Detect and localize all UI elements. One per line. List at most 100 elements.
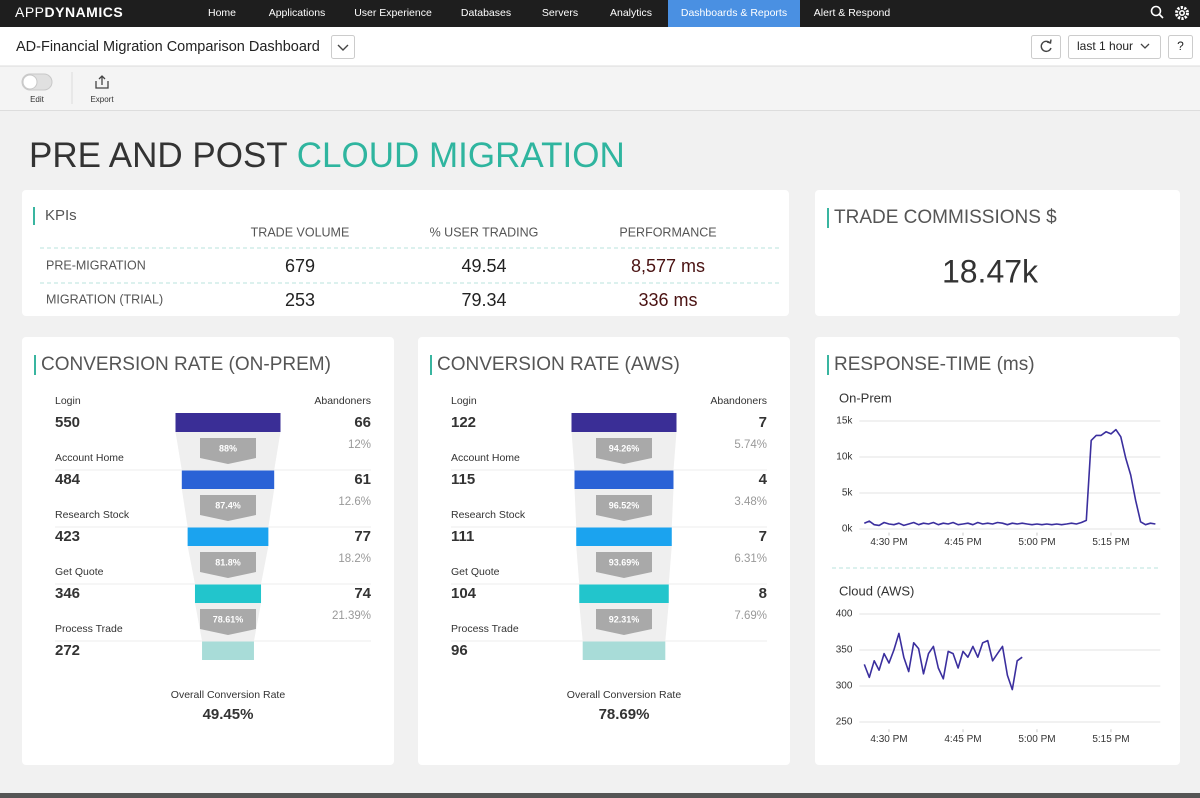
stage-count: 96 <box>451 642 468 659</box>
heading-highlight: CLOUD MIGRATION <box>297 136 625 175</box>
stage-name: Account Home <box>451 452 520 464</box>
stage-name: Research Stock <box>451 509 526 521</box>
abandon-rate: 3.48% <box>734 496 767 508</box>
title-accent <box>34 355 36 375</box>
overall-label: Overall Conversion Rate <box>171 689 286 701</box>
nav-label: Alert & Respond <box>814 7 891 19</box>
stage-name: Process Trade <box>451 623 519 635</box>
stage-name: Research Stock <box>55 509 130 521</box>
search-icon[interactable] <box>1150 5 1164 19</box>
stage-count: 115 <box>451 471 475 488</box>
refresh-button[interactable] <box>1031 35 1061 59</box>
help-label: ? <box>1177 39 1184 53</box>
conversion-rate: 92.31% <box>609 614 640 624</box>
dynamic-content: TRADE VOLUME % USER TRADING PERFORMANCE PRE… <box>34 225 1161 745</box>
edit-toggle[interactable]: Edit <box>21 73 53 104</box>
abandoners-header: Abandoners <box>710 395 767 407</box>
overall-value: 78.69% <box>599 706 650 723</box>
nav-items: Home Applications User Experience Databases… <box>208 0 890 27</box>
stage-count: 104 <box>451 585 477 602</box>
brand-bold: DYNAMICS <box>45 4 124 20</box>
stage-name: Login <box>451 395 477 407</box>
toolbar <box>0 27 1200 66</box>
dashboard-name: AD-Financial Migration Comparison Dashbo… <box>16 39 320 55</box>
x-tick-label: 5:00 PM <box>1018 734 1055 745</box>
stage-name: Get Quote <box>55 566 104 578</box>
x-tick-label: 4:30 PM <box>870 537 907 548</box>
funnel-bar <box>194 584 262 603</box>
nav-label: Applications <box>269 7 326 19</box>
abandon-rate: 18.2% <box>338 553 371 565</box>
nav-item[interactable]: Servers <box>542 7 578 19</box>
stage-count: 346 <box>55 585 80 602</box>
title-accent <box>430 355 432 375</box>
funnel-bar <box>181 470 275 489</box>
conversion-rate: 81.8% <box>215 557 241 567</box>
stage-name: Account Home <box>55 452 124 464</box>
help-button[interactable]: ? <box>1168 35 1193 59</box>
stage-count: 122 <box>451 414 476 431</box>
funnel-bar <box>579 584 669 603</box>
nav-label: Servers <box>542 7 578 19</box>
abandoners: 8 <box>759 585 767 602</box>
x-tick-label: 4:45 PM <box>944 537 981 548</box>
nav-item[interactable]: Dashboards & Reports <box>668 0 800 27</box>
response-panel <box>815 337 1180 765</box>
stage-name: Process Trade <box>55 623 123 635</box>
time-range-select[interactable]: last 1 hour <box>1068 35 1161 59</box>
conversion-rate: 87.4% <box>215 500 241 510</box>
abandoners: 77 <box>354 528 371 545</box>
y-tick-label: 5k <box>842 488 854 499</box>
abandoners: 66 <box>354 414 371 431</box>
export-button[interactable]: Export <box>90 75 114 104</box>
kpi-row-label: MIGRATION (TRIAL) <box>46 292 163 306</box>
abandon-rate: 5.74% <box>734 439 767 451</box>
y-tick-label: 300 <box>836 681 853 692</box>
dashboard-heading: PRE AND POST CLOUD MIGRATION <box>29 136 625 175</box>
conversion-badge <box>596 552 652 578</box>
kpi-column-header: % USER TRADING <box>430 225 539 239</box>
brand-light: APP <box>15 4 45 20</box>
abandoners-header: Abandoners <box>314 395 371 407</box>
nav-item[interactable]: Applications <box>269 7 326 19</box>
bottom-strip <box>0 793 1200 798</box>
conversion-rate: 78.61% <box>213 614 244 624</box>
chart-title: On-Prem <box>839 390 892 405</box>
x-tick-label: 5:00 PM <box>1018 537 1055 548</box>
stage-count: 272 <box>55 642 80 659</box>
nav-item[interactable]: Alert & Respond <box>814 7 891 19</box>
nav-bar <box>0 0 1200 27</box>
kpi-row-label: PRE-MIGRATION <box>46 258 146 272</box>
heading-plain: PRE AND POST <box>29 136 287 175</box>
commissions-title: TRADE COMMISSIONS $ <box>834 207 1057 228</box>
stage-count: 423 <box>55 528 80 545</box>
y-tick-label: 400 <box>836 609 853 620</box>
nav-item[interactable]: Analytics <box>610 7 652 19</box>
export-label: Export <box>90 95 114 104</box>
nav-item[interactable]: Home <box>208 7 236 19</box>
overall-label: Overall Conversion Rate <box>567 689 682 701</box>
funnel-bar <box>571 413 677 432</box>
abandoners: 7 <box>759 528 767 545</box>
nav-item[interactable]: User Experience <box>354 7 432 19</box>
time-range: last 1 hour <box>1077 39 1133 53</box>
edit-label: Edit <box>30 95 45 104</box>
conversion-badge <box>596 495 652 521</box>
y-tick-label: 250 <box>836 717 853 728</box>
conversion-badge <box>200 609 256 635</box>
abandoners: 61 <box>354 471 371 488</box>
y-tick-label: 350 <box>836 645 853 656</box>
abandon-rate: 12% <box>348 439 371 451</box>
funnel-bar <box>576 527 672 546</box>
y-tick-label: 15k <box>836 416 853 427</box>
stage-name: Login <box>55 395 81 407</box>
conversion-badge <box>200 552 256 578</box>
dashboard-dropdown[interactable] <box>331 35 355 59</box>
nav-item[interactable]: Databases <box>461 7 511 19</box>
settings-icon[interactable] <box>1175 6 1189 20</box>
x-tick-label: 4:30 PM <box>870 734 907 745</box>
abandon-rate: 21.39% <box>332 610 371 622</box>
brand[interactable]: APPDYNAMICS <box>15 4 123 20</box>
x-tick-label: 5:15 PM <box>1092 537 1129 548</box>
funnel-title: CONVERSION RATE (AWS) <box>437 354 680 375</box>
